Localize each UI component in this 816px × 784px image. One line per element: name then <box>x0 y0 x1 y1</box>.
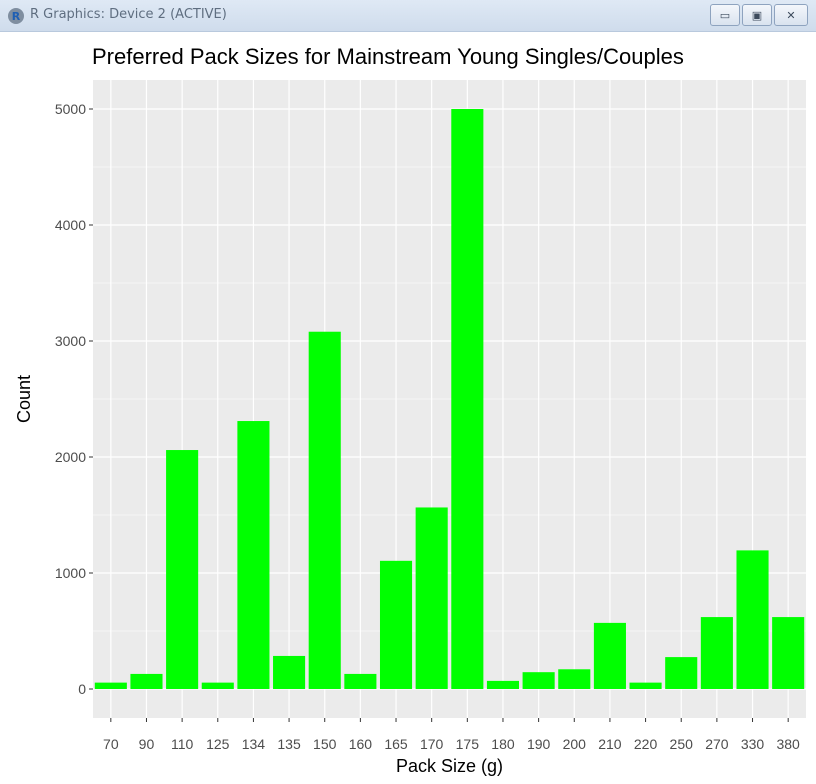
close-button[interactable]: ✕ <box>774 4 808 26</box>
x-tick-label: 380 <box>776 736 800 752</box>
x-tick-label: 110 <box>171 736 194 752</box>
bar <box>415 507 448 689</box>
bar <box>593 622 626 689</box>
x-tick-label: 165 <box>384 736 408 752</box>
minimize-icon: ▭ <box>719 8 731 22</box>
r-logo-icon: R <box>8 8 24 24</box>
bar <box>451 109 484 689</box>
bar <box>486 680 520 689</box>
bar <box>772 617 805 689</box>
bar <box>237 421 270 689</box>
bar <box>273 655 306 689</box>
chart-title: Preferred Pack Sizes for Mainstream Youn… <box>92 44 684 69</box>
x-tick-label: 190 <box>527 736 551 752</box>
window-title: R Graphics: Device 2 (ACTIVE) <box>30 7 227 22</box>
bar <box>308 331 341 689</box>
bar <box>130 673 163 689</box>
bar <box>736 550 769 689</box>
y-axis-title: Count <box>14 375 34 423</box>
x-tick-label: 250 <box>670 736 694 752</box>
y-tick-label: 3000 <box>55 333 86 349</box>
x-tick-label: 200 <box>563 736 587 752</box>
bar <box>665 657 698 689</box>
y-tick-label: 4000 <box>55 217 86 233</box>
maximize-button[interactable]: ▣ <box>742 4 772 26</box>
minimize-button[interactable]: ▭ <box>710 4 740 26</box>
bar <box>522 672 555 689</box>
x-axis-title: Pack Size (g) <box>396 756 503 776</box>
x-tick-label: 70 <box>103 736 119 752</box>
x-tick-label: 134 <box>242 736 266 752</box>
bar <box>700 617 733 689</box>
bar <box>344 673 377 689</box>
x-tick-label: 90 <box>139 736 155 752</box>
y-tick-label: 0 <box>78 681 86 697</box>
y-tick-label: 1000 <box>55 565 86 581</box>
x-tick-label: 135 <box>277 736 301 752</box>
x-tick-label: 175 <box>456 736 480 752</box>
bar <box>166 450 199 689</box>
x-tick-label: 270 <box>705 736 729 752</box>
y-tick-label: 5000 <box>55 101 86 117</box>
x-tick-label: 160 <box>349 736 373 752</box>
bar <box>201 682 234 689</box>
x-tick-label: 150 <box>313 736 337 752</box>
x-tick-label: 220 <box>634 736 658 752</box>
x-tick-label: 330 <box>741 736 765 752</box>
x-tick-label: 170 <box>420 736 444 752</box>
maximize-icon: ▣ <box>751 8 763 22</box>
window-titlebar: R R Graphics: Device 2 (ACTIVE) ▭ ▣ ✕ <box>0 0 816 32</box>
y-tick-label: 2000 <box>55 449 86 465</box>
close-icon: ✕ <box>786 8 796 22</box>
bar <box>629 682 662 689</box>
bar <box>379 560 413 689</box>
x-tick-label: 210 <box>598 736 622 752</box>
bar <box>94 682 127 689</box>
x-tick-label: 180 <box>491 736 515 752</box>
x-tick-label: 125 <box>206 736 230 752</box>
bar <box>558 669 591 689</box>
